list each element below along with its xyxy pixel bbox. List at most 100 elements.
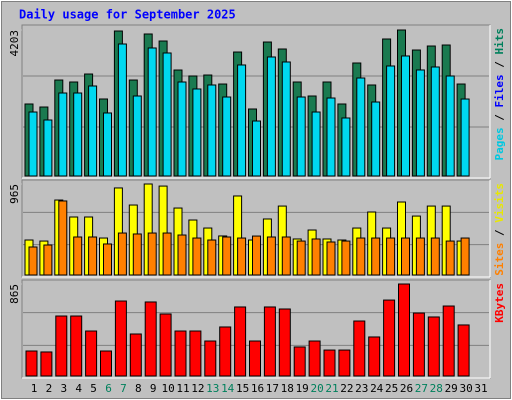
bar [43, 119, 53, 177]
bar [371, 237, 381, 276]
x-tick-label: 12 [191, 382, 204, 395]
bar [147, 232, 157, 276]
x-tick-label: 22 [340, 382, 353, 395]
bar [266, 236, 276, 276]
bar [28, 246, 38, 276]
legend-separator [493, 236, 506, 243]
bar [311, 111, 321, 177]
legend-separator [493, 223, 506, 230]
x-tick-label: 21 [325, 382, 338, 395]
bar [412, 312, 425, 377]
legend: KBytes [493, 283, 506, 323]
bar [28, 111, 38, 177]
bar [25, 350, 38, 377]
legend-separator: / [493, 114, 506, 121]
bar [129, 333, 142, 377]
bar [103, 243, 112, 276]
bar [278, 308, 291, 377]
bar [73, 236, 83, 276]
y-tick-label: 865 [8, 284, 21, 304]
bar [70, 315, 83, 377]
x-tick-label: 5 [90, 382, 97, 395]
bar [55, 315, 68, 377]
bar [356, 77, 366, 177]
bar [162, 52, 172, 177]
bar [162, 232, 172, 276]
bar [132, 233, 142, 276]
legend-entry: Hits [493, 28, 506, 55]
bar [192, 88, 202, 177]
x-tick-label: 29 [445, 382, 458, 395]
bar [371, 101, 381, 177]
x-tick-label: 24 [370, 382, 384, 395]
bar [43, 244, 53, 276]
y-tick-label: 965 [8, 184, 21, 204]
bar [281, 61, 291, 177]
x-tick-label: 14 [221, 382, 235, 395]
bar [177, 234, 187, 276]
bar [85, 330, 98, 377]
bar [401, 237, 410, 276]
legend-entry: KBytes [493, 283, 506, 323]
bar [88, 236, 98, 276]
bar [353, 320, 366, 377]
bar [341, 240, 351, 276]
x-tick-label: 19 [296, 382, 309, 395]
bar [222, 96, 232, 177]
x-tick-label: 30 [459, 382, 472, 395]
legend-entry: Files [493, 74, 506, 107]
bar [311, 238, 321, 276]
bar [100, 350, 112, 377]
bar [415, 237, 425, 276]
bar [281, 236, 291, 276]
legend: Sites / Visits [493, 183, 506, 276]
legend-entry: Pages [493, 127, 506, 160]
x-tick-label: 28 [430, 382, 443, 395]
x-tick-label: 7 [120, 382, 127, 395]
bar [117, 232, 127, 276]
bar [326, 97, 336, 177]
bar [386, 237, 396, 276]
bar [207, 239, 217, 276]
bar [114, 300, 127, 377]
legend-entry: Visits [493, 183, 506, 223]
x-tick-label: 2 [46, 382, 53, 395]
bar [58, 200, 68, 276]
bar [430, 237, 440, 276]
bar [383, 299, 396, 377]
bar [356, 237, 366, 276]
legend-separator [493, 55, 506, 62]
x-tick-label: 26 [400, 382, 413, 395]
bar [117, 43, 127, 177]
x-tick-label: 27 [415, 382, 428, 395]
bar [73, 92, 83, 177]
x-tick-label: 8 [135, 382, 142, 395]
bar [40, 351, 53, 377]
legend: Pages / Files / Hits [493, 28, 506, 161]
bar [266, 56, 276, 177]
x-tick-label: 10 [161, 382, 174, 395]
bar [174, 330, 187, 377]
x-tick-label: 23 [355, 382, 368, 395]
legend-separator [493, 68, 506, 75]
bar [252, 120, 261, 177]
bar [237, 237, 247, 276]
bar [457, 324, 470, 377]
legend-separator: / [493, 61, 506, 68]
bar [296, 96, 306, 177]
x-tick-label: 16 [251, 382, 264, 395]
x-tick-label: 25 [385, 382, 398, 395]
bar [460, 237, 470, 276]
bar [144, 301, 157, 377]
bar [445, 240, 455, 276]
bar [427, 316, 440, 377]
bar [308, 340, 321, 377]
bar [207, 84, 217, 177]
x-tick-label: 13 [206, 382, 219, 395]
bar [234, 306, 247, 377]
x-tick-label: 6 [105, 382, 112, 395]
bar [415, 69, 425, 177]
bar [326, 241, 336, 276]
